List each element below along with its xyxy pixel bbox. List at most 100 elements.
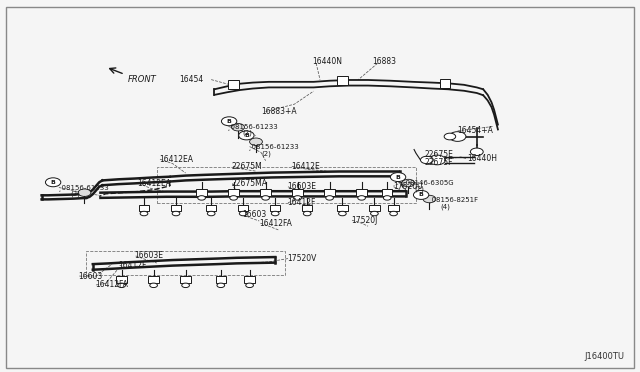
Text: 22675MA: 22675MA — [232, 179, 268, 188]
Circle shape — [232, 124, 244, 131]
Text: 16603E: 16603E — [287, 182, 316, 191]
Text: 16412E: 16412E — [291, 162, 320, 171]
Bar — [180, 276, 191, 283]
Circle shape — [45, 178, 61, 187]
Bar — [369, 205, 380, 211]
Text: ¸08156-61233: ¸08156-61233 — [58, 184, 108, 191]
Bar — [228, 80, 239, 89]
Bar — [228, 189, 239, 196]
Text: 16412EA: 16412EA — [159, 155, 193, 164]
Bar — [171, 205, 181, 211]
Text: J16400TU: J16400TU — [584, 352, 624, 361]
Bar — [382, 189, 392, 196]
Bar — [388, 205, 399, 211]
Circle shape — [449, 132, 466, 141]
Circle shape — [423, 195, 436, 203]
Text: ¸08156-8251F: ¸08156-8251F — [428, 197, 477, 203]
Circle shape — [250, 138, 262, 145]
Bar — [139, 205, 149, 211]
Bar — [324, 189, 335, 196]
Text: 16883: 16883 — [372, 57, 396, 66]
Bar — [337, 205, 348, 211]
Bar — [206, 205, 216, 211]
Text: 22675M: 22675M — [232, 162, 262, 171]
Circle shape — [78, 189, 91, 196]
Bar — [216, 276, 226, 283]
Text: ¸08146-6305G: ¸08146-6305G — [402, 179, 454, 186]
Circle shape — [358, 196, 365, 200]
Bar — [302, 205, 312, 211]
Text: 16412EA: 16412EA — [138, 179, 172, 188]
Bar — [244, 276, 255, 283]
Circle shape — [217, 283, 225, 288]
Text: (2): (2) — [261, 150, 271, 157]
Text: (2): (2) — [70, 191, 80, 198]
Circle shape — [246, 283, 253, 288]
Bar — [157, 167, 416, 203]
Bar — [292, 189, 303, 196]
Circle shape — [390, 211, 397, 216]
Circle shape — [140, 211, 148, 216]
Text: (2): (2) — [242, 130, 252, 137]
Circle shape — [303, 211, 311, 216]
Text: B: B — [419, 192, 424, 198]
Bar — [356, 189, 367, 196]
Text: FRONT: FRONT — [128, 75, 157, 84]
Bar — [238, 205, 248, 211]
Bar — [148, 276, 159, 283]
Circle shape — [371, 211, 378, 216]
Text: 16883+A: 16883+A — [261, 107, 297, 116]
Text: 16440N: 16440N — [312, 57, 342, 66]
Text: 17520J: 17520J — [351, 216, 377, 225]
Bar — [260, 189, 271, 196]
Circle shape — [326, 196, 333, 200]
Circle shape — [172, 211, 180, 216]
Text: ¸08156-61233: ¸08156-61233 — [248, 143, 299, 150]
Circle shape — [413, 190, 429, 199]
Circle shape — [262, 196, 269, 200]
Bar — [337, 76, 348, 85]
Circle shape — [402, 179, 415, 187]
Text: 17520V: 17520V — [287, 254, 316, 263]
Bar — [440, 79, 450, 88]
Circle shape — [420, 156, 433, 164]
Text: 16603E: 16603E — [134, 251, 163, 260]
Text: 17520U: 17520U — [394, 182, 423, 191]
Circle shape — [444, 133, 456, 140]
Text: 16412FA: 16412FA — [95, 280, 127, 289]
Circle shape — [383, 196, 391, 200]
Text: (4): (4) — [440, 203, 450, 210]
Text: 16454+A: 16454+A — [457, 126, 493, 135]
Circle shape — [239, 131, 254, 140]
Bar — [270, 205, 280, 211]
Text: 16412FA: 16412FA — [259, 219, 292, 228]
Circle shape — [239, 211, 247, 216]
Circle shape — [207, 211, 215, 216]
Text: 22675F: 22675F — [424, 158, 453, 167]
Circle shape — [221, 117, 237, 126]
Text: (2): (2) — [415, 186, 424, 192]
Circle shape — [294, 196, 301, 200]
Bar — [86, 251, 285, 275]
Text: B: B — [396, 174, 401, 180]
Circle shape — [150, 283, 157, 288]
Text: B: B — [227, 119, 232, 124]
Bar — [196, 189, 207, 196]
Text: 16412F: 16412F — [287, 198, 315, 207]
Text: 16412F: 16412F — [118, 261, 147, 270]
Text: B: B — [51, 180, 56, 185]
Text: 22675E: 22675E — [424, 150, 453, 159]
Circle shape — [429, 155, 445, 165]
Text: ¸08156-61233: ¸08156-61233 — [227, 123, 278, 130]
Text: 16454: 16454 — [179, 75, 204, 84]
Circle shape — [118, 283, 125, 288]
Circle shape — [230, 196, 237, 200]
Circle shape — [182, 283, 189, 288]
Circle shape — [198, 196, 205, 200]
Text: B: B — [244, 133, 249, 138]
Bar — [116, 276, 127, 283]
Circle shape — [470, 148, 483, 155]
Text: 16603: 16603 — [78, 272, 102, 280]
Circle shape — [339, 211, 346, 216]
Text: 16603: 16603 — [242, 210, 266, 219]
